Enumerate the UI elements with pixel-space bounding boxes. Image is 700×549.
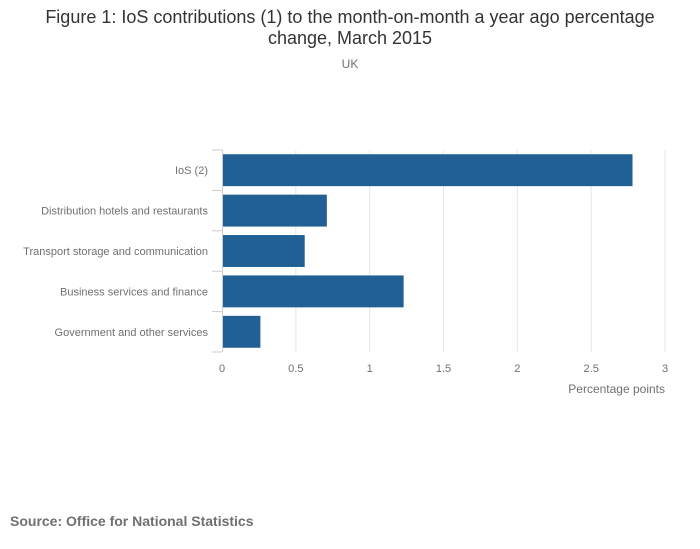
bar — [223, 315, 261, 348]
bar — [223, 194, 327, 227]
chart-title: Figure 1: IoS contributions (1) to the m… — [45, 7, 655, 48]
source-note: Source: Office for National Statistics — [10, 513, 254, 529]
bars — [223, 154, 633, 348]
x-tick-label: 3 — [662, 363, 668, 375]
x-tick-label: 1 — [367, 363, 373, 375]
category-label: Government and other services — [55, 327, 209, 339]
category-label: Distribution hotels and restaurants — [41, 206, 208, 218]
bar — [223, 235, 305, 267]
bar — [223, 154, 633, 187]
category-label: Transport storage and communication — [23, 246, 208, 258]
x-tick-label: 2.5 — [584, 363, 599, 375]
axes — [212, 149, 223, 353]
x-axis-title: Percentage points — [568, 382, 665, 396]
x-tick-label: 0 — [219, 363, 225, 375]
bar — [223, 275, 404, 308]
labels: 0 0.5 1 1.5 2 2.5 3 IoS (2) Distribution hotels … — [23, 165, 668, 396]
category-label: Business services and finance — [60, 286, 208, 298]
x-tick-label: 2 — [514, 363, 520, 375]
x-tick-label: 0.5 — [288, 363, 303, 375]
category-label: IoS (2) — [175, 165, 208, 177]
chart-subtitle: UK — [341, 57, 359, 71]
x-tick-label: 1.5 — [436, 363, 451, 375]
